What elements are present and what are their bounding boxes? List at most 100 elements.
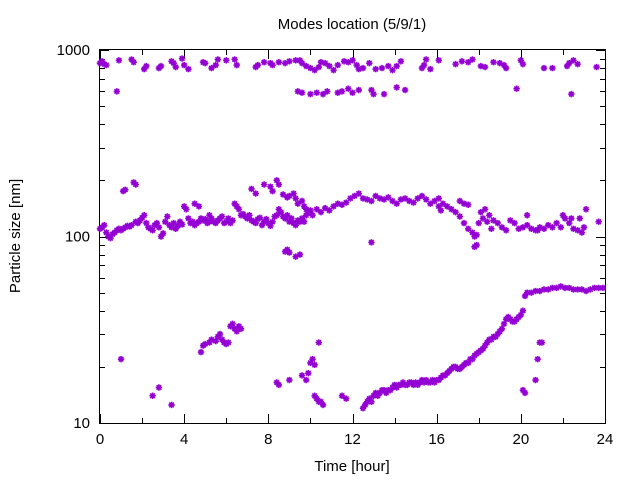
data-point — [349, 57, 356, 64]
data-point — [359, 405, 367, 412]
data-point — [502, 64, 510, 72]
data-point — [517, 57, 525, 64]
data-point — [180, 61, 188, 69]
data-point — [319, 401, 327, 409]
data-point — [277, 208, 285, 216]
data-point — [321, 204, 329, 212]
data-point — [229, 217, 236, 224]
data-point — [557, 224, 565, 231]
data-point — [568, 90, 575, 98]
data-point — [254, 61, 262, 69]
data-point — [587, 286, 594, 293]
data-point — [122, 186, 129, 193]
data-point — [523, 289, 531, 296]
data-point — [143, 219, 150, 227]
data-point — [305, 369, 312, 377]
data-point — [418, 192, 426, 200]
data-point — [523, 212, 531, 219]
data-point — [185, 215, 192, 222]
data-point — [364, 196, 371, 203]
data-point — [298, 89, 306, 96]
data-point — [534, 355, 541, 363]
data-point — [342, 395, 350, 402]
data-point — [159, 230, 167, 237]
data-point — [237, 325, 245, 332]
data-point — [231, 56, 238, 63]
data-point — [178, 221, 186, 228]
data-point — [279, 191, 287, 198]
data-point — [103, 61, 110, 69]
data-point — [311, 66, 318, 74]
data-point — [292, 57, 299, 64]
data-point — [317, 208, 325, 216]
data-point — [307, 208, 314, 216]
data-point — [372, 65, 379, 73]
data-point — [538, 339, 546, 346]
data-point — [353, 61, 360, 69]
data-point — [225, 339, 232, 346]
data-point — [296, 251, 304, 258]
data-point — [157, 62, 165, 70]
data-point — [260, 181, 268, 188]
data-point — [544, 221, 552, 229]
data-point — [300, 218, 308, 225]
data-point — [490, 217, 497, 224]
data-point — [256, 214, 264, 221]
data-point — [286, 58, 293, 65]
data-point — [197, 348, 205, 356]
data-point — [368, 86, 375, 94]
axis-ticks — [100, 50, 606, 424]
data-point — [536, 287, 543, 295]
data-point — [155, 384, 163, 391]
data-point — [252, 190, 259, 197]
data-point — [496, 59, 503, 67]
data-point — [500, 320, 508, 328]
data-point — [128, 221, 135, 229]
data-point — [290, 190, 297, 197]
data-point — [477, 62, 485, 70]
data-point — [599, 284, 607, 292]
chart-title: Modes location (5/9/1) — [278, 16, 426, 33]
data-point — [456, 213, 464, 220]
y-tick-label: 100 — [65, 229, 90, 246]
data-point — [267, 222, 274, 230]
data-point — [149, 392, 156, 399]
data-point — [553, 219, 560, 227]
x-tick-label: 4 — [180, 431, 188, 448]
data-point — [406, 197, 413, 205]
data-point — [107, 234, 114, 242]
data-point — [117, 355, 125, 363]
data-point — [380, 90, 388, 98]
data-point — [307, 64, 314, 72]
data-point — [330, 66, 337, 74]
plot-frame — [99, 49, 606, 424]
data-point — [566, 219, 573, 227]
data-point — [326, 62, 333, 70]
data-point — [155, 224, 163, 231]
data-point — [549, 64, 556, 72]
data-point — [313, 89, 320, 96]
data-point — [269, 218, 276, 225]
axis-tick-labels: 0 4 8 12 16 20 24 10 100 1000 — [57, 42, 614, 448]
data-point — [263, 215, 270, 223]
data-point — [309, 355, 316, 363]
data-point — [324, 88, 331, 95]
data-point — [149, 227, 156, 234]
data-point — [528, 289, 535, 296]
data-point — [439, 200, 447, 207]
data-point — [191, 200, 198, 207]
data-point — [519, 224, 527, 231]
data-point — [296, 218, 304, 225]
data-point — [465, 59, 472, 66]
data-point — [494, 219, 501, 227]
data-point — [338, 392, 346, 399]
data-point — [549, 284, 556, 292]
data-point — [561, 284, 569, 292]
data-point — [170, 59, 177, 67]
data-point — [223, 218, 230, 225]
data-point — [212, 61, 219, 69]
data-point — [368, 398, 375, 405]
data-point — [233, 61, 240, 69]
data-point — [334, 200, 341, 207]
data-point — [183, 206, 190, 213]
